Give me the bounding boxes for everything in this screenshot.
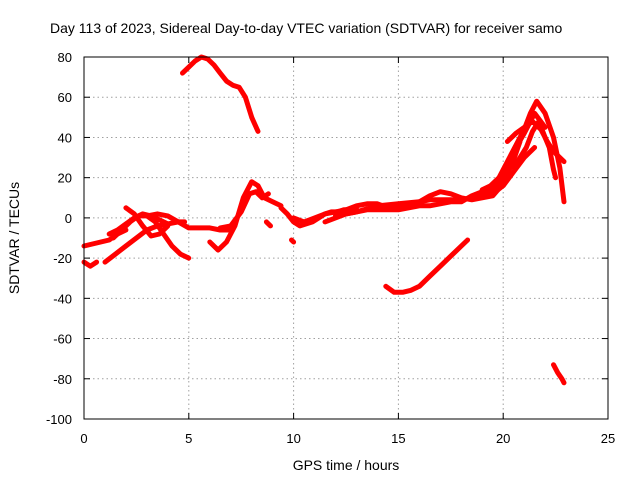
data-series-arc-7 [144, 211, 234, 233]
x-tick-label: 5 [185, 431, 192, 446]
y-tick-label: 60 [58, 90, 72, 105]
y-tick-label: -100 [46, 412, 72, 427]
data-series-arc-17 [383, 237, 471, 295]
data-series-arc-8 [180, 54, 261, 134]
data-series-arc-18 [479, 98, 567, 205]
y-tick-label: -40 [53, 291, 72, 306]
axes: 0 5 10 15 20 25 -100 -80 -60 -40 -20 0 20 40 60 80 [46, 50, 615, 446]
y-tick-label: 20 [58, 171, 72, 186]
chart-title: Day 113 of 2023, Sidereal Day-to-day VTE… [50, 20, 562, 36]
y-tick-label: 80 [58, 50, 72, 65]
data-series-arc-21 [551, 362, 567, 386]
data-series-arc-10 [217, 189, 271, 231]
data-series-arc-12 [289, 237, 297, 245]
grid [84, 57, 608, 419]
data-series [81, 54, 567, 386]
y-tick-label: 0 [65, 211, 72, 226]
y-axis-label: SDTVAR / TECUs [6, 182, 22, 294]
x-tick-label: 15 [391, 431, 405, 446]
x-tick-label: 25 [601, 431, 615, 446]
plot-frame [83, 56, 609, 420]
y-tick-label: -20 [53, 251, 72, 266]
data-series-arc-11 [263, 219, 273, 229]
data-series-arc-2 [81, 259, 100, 269]
data-series-arc-6 [123, 205, 171, 239]
data-series-arc-16 [333, 145, 538, 219]
data-series-arc-5 [110, 213, 192, 261]
x-tick-label: 0 [80, 431, 87, 446]
x-tick-label: 20 [496, 431, 510, 446]
x-axis-label: GPS time / hours [293, 457, 400, 473]
data-series-arc-9 [207, 179, 284, 253]
y-tick-label: 40 [58, 130, 72, 145]
y-tick-label: -80 [53, 372, 72, 387]
y-tick-label: -60 [53, 332, 72, 347]
data-series-arc-20 [511, 118, 559, 181]
x-tick-label: 10 [286, 431, 300, 446]
